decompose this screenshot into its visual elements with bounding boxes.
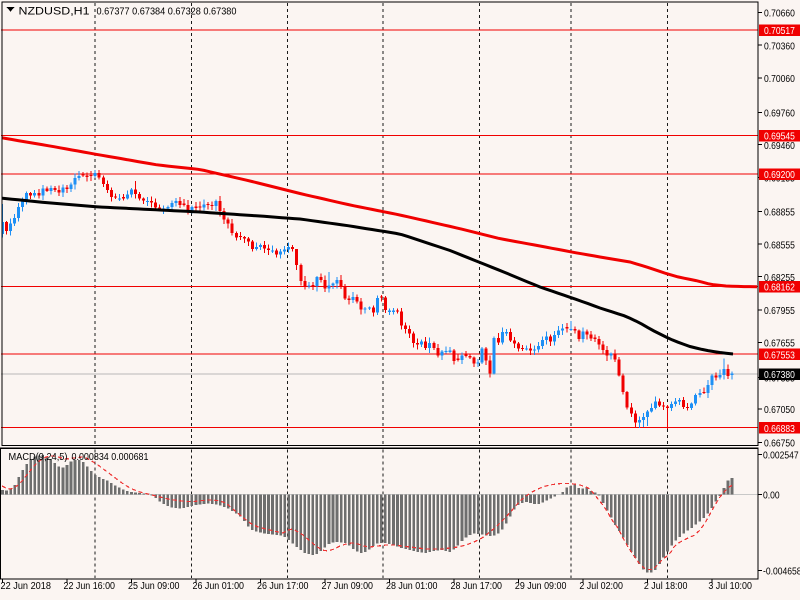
svg-text:MACD(9,24,5): MACD(9,24,5) — [9, 451, 68, 463]
svg-text:0.67377 0.67384 0.67328 0.6738: 0.67377 0.67384 0.67328 0.67380 — [97, 6, 237, 18]
svg-text:0.69760: 0.69760 — [764, 108, 795, 120]
svg-text:26 Jun 01:00: 26 Jun 01:00 — [193, 581, 245, 592]
svg-text:0.68162: 0.68162 — [764, 282, 795, 294]
svg-text:0.67050: 0.67050 — [764, 404, 795, 416]
svg-text:0.70517: 0.70517 — [764, 25, 795, 37]
svg-text:0.68855: 0.68855 — [764, 207, 795, 219]
svg-text:3 Jul 10:00: 3 Jul 10:00 — [708, 581, 752, 592]
svg-text:22 Jun 16:00: 22 Jun 16:00 — [64, 581, 116, 592]
svg-text:0.002547: 0.002547 — [763, 450, 799, 462]
svg-text:26 Jun 17:00: 26 Jun 17:00 — [257, 581, 309, 592]
svg-text:0.00: 0.00 — [763, 490, 780, 502]
svg-text:28 Jun 01:00: 28 Jun 01:00 — [386, 581, 438, 592]
svg-text:0.70660: 0.70660 — [764, 8, 795, 20]
svg-text:NZDUSD,H1: NZDUSD,H1 — [19, 6, 90, 18]
svg-text:0.66750: 0.66750 — [764, 438, 795, 450]
svg-text:28 Jun 17:00: 28 Jun 17:00 — [451, 581, 503, 592]
svg-text:0.67655: 0.67655 — [764, 338, 795, 350]
svg-text:0.68255: 0.68255 — [764, 272, 795, 284]
svg-text:0.68555: 0.68555 — [764, 239, 795, 251]
svg-text:27 Jun 09:00: 27 Jun 09:00 — [322, 581, 374, 592]
svg-text:-0.004658: -0.004658 — [763, 566, 800, 578]
svg-text:25 Jun 09:00: 25 Jun 09:00 — [128, 581, 180, 592]
svg-text:0.66883: 0.66883 — [764, 423, 795, 435]
svg-text:0.70360: 0.70360 — [764, 40, 795, 52]
svg-text:0.69200: 0.69200 — [764, 169, 795, 181]
svg-text:0.70060: 0.70060 — [764, 73, 795, 85]
svg-text:2 Jul 02:00: 2 Jul 02:00 — [579, 581, 623, 592]
svg-text:0.000834 0.000681: 0.000834 0.000681 — [72, 451, 149, 463]
svg-text:0.69545: 0.69545 — [764, 131, 795, 143]
svg-text:29 Jun 09:00: 29 Jun 09:00 — [515, 581, 567, 592]
svg-text:0.67553: 0.67553 — [764, 349, 795, 361]
svg-text:0.67380: 0.67380 — [764, 369, 795, 381]
svg-text:0.69460: 0.69460 — [764, 140, 795, 152]
svg-text:22 Jun 2018: 22 Jun 2018 — [1, 581, 52, 592]
svg-text:0.67955: 0.67955 — [764, 305, 795, 317]
svg-text:2 Jul 18:00: 2 Jul 18:00 — [644, 581, 688, 592]
